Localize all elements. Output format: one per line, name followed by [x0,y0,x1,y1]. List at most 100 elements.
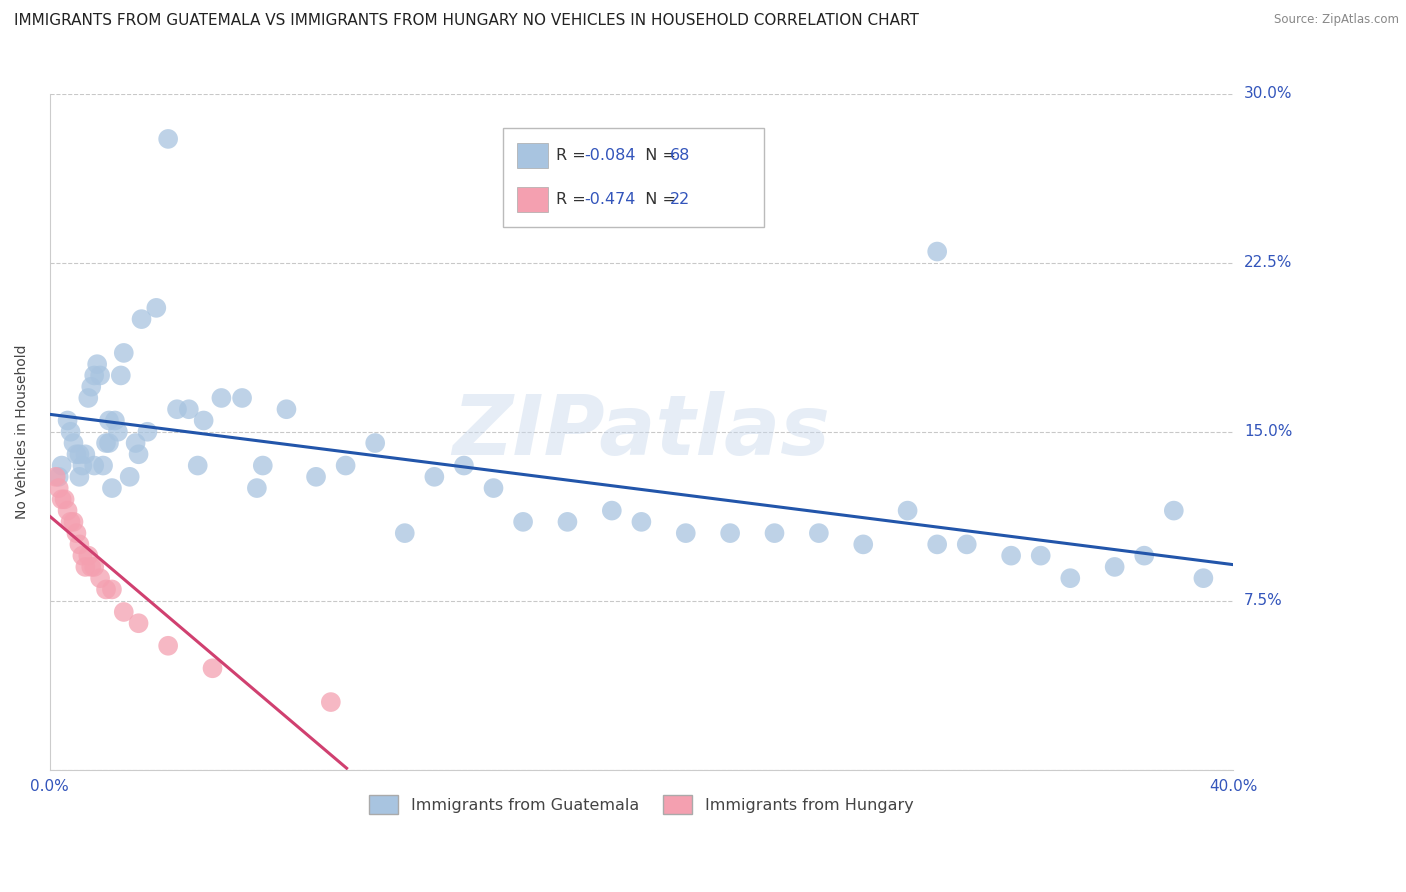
Point [59,425,82,439]
Point [110,368,132,383]
Point [807,526,830,541]
Point [128,447,150,461]
Point [67,470,90,484]
Legend: Immigrants from Guatemala, Immigrants from Hungary: Immigrants from Guatemala, Immigrants fr… [361,787,921,822]
Point [423,470,446,484]
Point [56,503,79,517]
Point [927,244,949,259]
Point [98,413,121,427]
Point [252,458,274,473]
Point [107,425,129,439]
Point [1192,571,1215,585]
Point [59,515,82,529]
Point [112,346,135,360]
Point [98,436,121,450]
Point [80,560,103,574]
Point [177,402,200,417]
Text: -0.084: -0.084 [585,148,636,163]
Point [193,413,215,427]
Point [124,436,146,450]
Point [89,571,111,585]
Text: IMMIGRANTS FROM GUATEMALA VS IMMIGRANTS FROM HUNGARY NO VEHICLES IN HOUSEHOLD CO: IMMIGRANTS FROM GUATEMALA VS IMMIGRANTS … [14,13,920,29]
Text: ZIPatlas: ZIPatlas [453,392,831,472]
Text: 7.5%: 7.5% [1244,593,1282,608]
Point [453,458,475,473]
Point [48,470,70,484]
Point [1029,549,1052,563]
Point [763,526,786,541]
Point [75,560,97,574]
Point [118,470,141,484]
Text: N =: N = [636,148,681,163]
Point [75,447,97,461]
Point [335,458,357,473]
Point [718,526,741,541]
Text: Source: ZipAtlas.com: Source: ZipAtlas.com [1274,13,1399,27]
Point [136,425,159,439]
Point [145,301,167,315]
Point [600,503,623,517]
Point [201,661,224,675]
Point [394,526,416,541]
Point [65,526,87,541]
Point [956,537,979,551]
Point [67,537,90,551]
Point [94,436,117,450]
Point [65,447,87,461]
Point [62,436,84,450]
Text: 22: 22 [671,192,690,207]
Point [83,368,105,383]
Point [51,458,73,473]
Text: R =: R = [557,192,591,207]
Point [83,458,105,473]
Point [231,391,253,405]
Text: 30.0%: 30.0% [1244,87,1292,102]
Point [86,357,108,371]
Point [89,368,111,383]
Point [101,481,124,495]
Point [77,391,100,405]
Point [104,413,127,427]
Point [852,537,875,551]
Point [482,481,505,495]
Point [45,470,67,484]
Text: 68: 68 [671,148,690,163]
Point [83,560,105,574]
Point [94,582,117,597]
Point [72,458,94,473]
Point [128,616,150,631]
Point [246,481,269,495]
Point [1059,571,1081,585]
Point [1000,549,1022,563]
Point [557,515,579,529]
Point [77,549,100,563]
Point [276,402,298,417]
Text: N =: N = [636,192,681,207]
Point [53,492,76,507]
Point [48,481,70,495]
Point [131,312,153,326]
Point [157,132,180,146]
Point [56,413,79,427]
Point [1104,560,1126,574]
Point [187,458,209,473]
Text: 15.0%: 15.0% [1244,425,1292,439]
Text: R =: R = [557,148,591,163]
Point [675,526,697,541]
Point [305,470,328,484]
Y-axis label: No Vehicles in Household: No Vehicles in Household [15,344,30,519]
Point [319,695,342,709]
Text: -0.474: -0.474 [585,192,636,207]
Point [897,503,920,517]
Point [72,549,94,563]
Point [91,458,114,473]
Point [166,402,188,417]
Point [1163,503,1185,517]
Point [80,380,103,394]
Point [157,639,180,653]
Text: 22.5%: 22.5% [1244,255,1292,270]
Point [209,391,232,405]
Point [927,537,949,551]
Point [112,605,135,619]
Point [67,447,90,461]
